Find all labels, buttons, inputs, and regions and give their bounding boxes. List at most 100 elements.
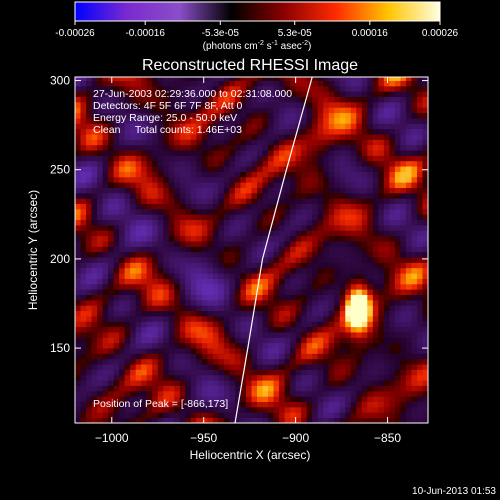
heatmap-cell <box>317 225 324 231</box>
heatmap-cell <box>378 321 385 328</box>
heatmap-cell <box>378 192 385 199</box>
heatmap-cell <box>201 134 208 140</box>
heatmap-cell <box>218 235 225 242</box>
heatmap-cell <box>141 385 148 392</box>
heatmap-cell <box>328 187 335 194</box>
heatmap-cell <box>350 251 357 258</box>
heatmap-cell <box>201 390 208 397</box>
heatmap-cell <box>317 203 324 210</box>
heatmap-cell <box>416 390 423 397</box>
heatmap-cell <box>411 230 418 237</box>
heatmap-cell <box>367 321 374 328</box>
heatmap-cell <box>201 315 208 322</box>
heatmap-cell <box>223 358 230 365</box>
heatmap-cell <box>97 235 103 242</box>
heatmap-cell <box>251 225 258 231</box>
heatmap-cell <box>317 107 324 114</box>
heatmap-cell <box>262 401 269 408</box>
heatmap-cell <box>411 369 418 376</box>
heatmap-cell <box>168 305 175 312</box>
heatmap-cell <box>102 390 109 397</box>
heatmap-cell <box>339 257 346 263</box>
heatmap-cell <box>108 299 115 306</box>
heatmap-cell <box>328 412 335 419</box>
heatmap-cell <box>185 380 192 386</box>
heatmap-cell <box>218 337 225 344</box>
heatmap-cell <box>295 187 302 194</box>
heatmap-cell <box>257 150 263 156</box>
heatmap-cell <box>312 101 319 108</box>
heatmap-cell <box>223 128 230 135</box>
heatmap-cell <box>234 294 241 301</box>
heatmap-cell <box>75 401 81 408</box>
heatmap-cell <box>328 294 335 301</box>
heatmap-cell <box>108 342 115 349</box>
heatmap-cell <box>91 139 98 146</box>
heatmap-cell <box>240 150 247 156</box>
heatmap-cell <box>190 101 197 108</box>
heatmap-cell <box>163 112 170 119</box>
heatmap-cell <box>207 107 214 114</box>
heatmap-cell <box>273 182 280 188</box>
heatmap-cell <box>290 299 297 306</box>
heatmap-cell <box>108 134 115 140</box>
heatmap-cell <box>141 380 148 386</box>
heatmap-cell <box>185 321 192 328</box>
heatmap-cell <box>400 278 407 285</box>
heatmap-cell <box>356 246 363 253</box>
heatmap-cell <box>229 91 236 98</box>
heatmap-cell <box>207 80 214 87</box>
heatmap-cell <box>290 219 297 226</box>
heatmap-cell <box>168 187 175 194</box>
heatmap-cell <box>411 337 418 344</box>
heatmap-cell <box>108 214 115 221</box>
heatmap-cell <box>334 118 341 124</box>
heatmap-cell <box>422 192 428 199</box>
heatmap-cell <box>218 171 225 178</box>
heatmap-cell <box>234 128 241 135</box>
heatmap-cell <box>240 214 247 221</box>
heatmap-cell <box>339 225 346 231</box>
heatmap-cell <box>312 77 319 81</box>
heatmap-cell <box>168 321 175 328</box>
heatmap-cell <box>207 332 214 338</box>
heatmap-cell <box>284 315 291 322</box>
heatmap-cell <box>334 289 341 295</box>
heatmap-cell <box>201 123 208 130</box>
heatmap-cell <box>196 123 203 130</box>
heatmap-cell <box>361 257 368 263</box>
heatmap-cell <box>80 326 87 333</box>
heatmap-cell <box>80 225 87 231</box>
heatmap-cell <box>372 123 379 130</box>
heatmap-cell <box>262 176 269 183</box>
heatmap-cell <box>295 85 302 92</box>
heatmap-cell <box>207 219 214 226</box>
heatmap-cell <box>86 144 92 151</box>
heatmap-cell <box>295 374 302 381</box>
heatmap-cell <box>91 369 98 376</box>
heatmap-cell <box>229 289 236 295</box>
heatmap-cell <box>405 225 412 231</box>
heatmap-cell <box>146 128 153 135</box>
heatmap-cell <box>334 396 341 402</box>
heatmap-cell <box>361 380 368 386</box>
heatmap-cell <box>328 326 335 333</box>
heatmap-cell <box>223 369 230 376</box>
heatmap-cell <box>389 112 396 119</box>
heatmap-cell <box>400 150 407 156</box>
heatmap-cell <box>91 348 98 354</box>
heatmap-cell <box>124 321 131 328</box>
heatmap-cell <box>119 214 126 221</box>
heatmap-cell <box>422 241 428 247</box>
heatmap-cell <box>75 107 81 114</box>
heatmap-cell <box>102 374 109 381</box>
heatmap-cell <box>290 321 297 328</box>
heatmap-cell <box>223 353 230 360</box>
heatmap-cell <box>152 241 159 247</box>
heatmap-cell <box>75 246 81 253</box>
heatmap-cell <box>306 412 313 419</box>
heatmap-cell <box>240 160 247 167</box>
heatmap-cell <box>124 305 131 312</box>
heatmap-cell <box>240 225 247 231</box>
heatmap-cell <box>383 230 390 237</box>
